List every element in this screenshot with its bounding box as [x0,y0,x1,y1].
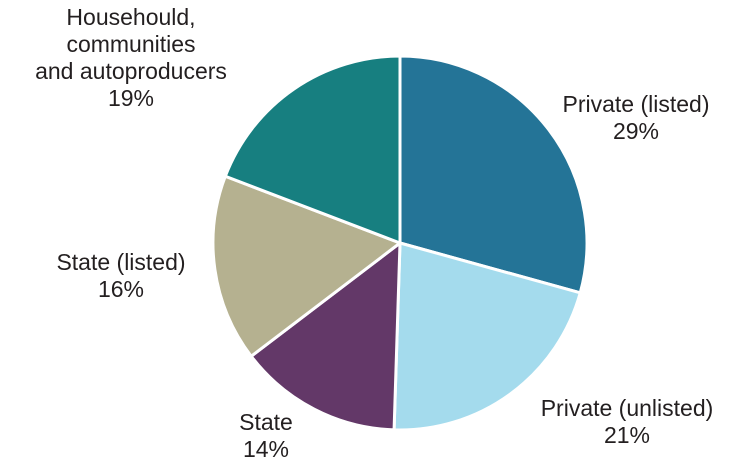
slice-label: State (listed) 16% [56,249,185,302]
pie-slice [249,241,402,432]
slice-name-label: State [239,409,293,435]
slice-name-label: Private (unlisted) [541,395,714,421]
pie-slices [211,54,589,432]
slice-label: Private (unlisted) 21% [541,395,714,448]
pie-slice [398,54,589,295]
slice-value-label: 19% [108,85,154,111]
slice-name-label: Private (listed) [563,91,710,117]
slice-value-label: 16% [98,276,144,302]
slice-name-label: Househould, [66,4,195,30]
slice-label: Househould, communities and autoproducers 1… [35,4,227,111]
slice-name-label: communities [66,31,195,57]
slice-name-label: State (listed) [56,249,185,275]
slice-label: State 14% [239,409,293,462]
pie-labels: Private (listed) 29% Private (unlisted) 21%… [35,4,713,462]
slice-name-label: and autoproducers [35,58,227,84]
slice-value-label: 29% [613,118,659,144]
pie-slice [392,241,582,432]
pie-slice [211,174,402,358]
pie-slice [223,54,402,245]
slice-value-label: 21% [604,422,650,448]
slice-value-label: 14% [243,436,289,462]
slice-label: Private (listed) 29% [563,91,710,144]
